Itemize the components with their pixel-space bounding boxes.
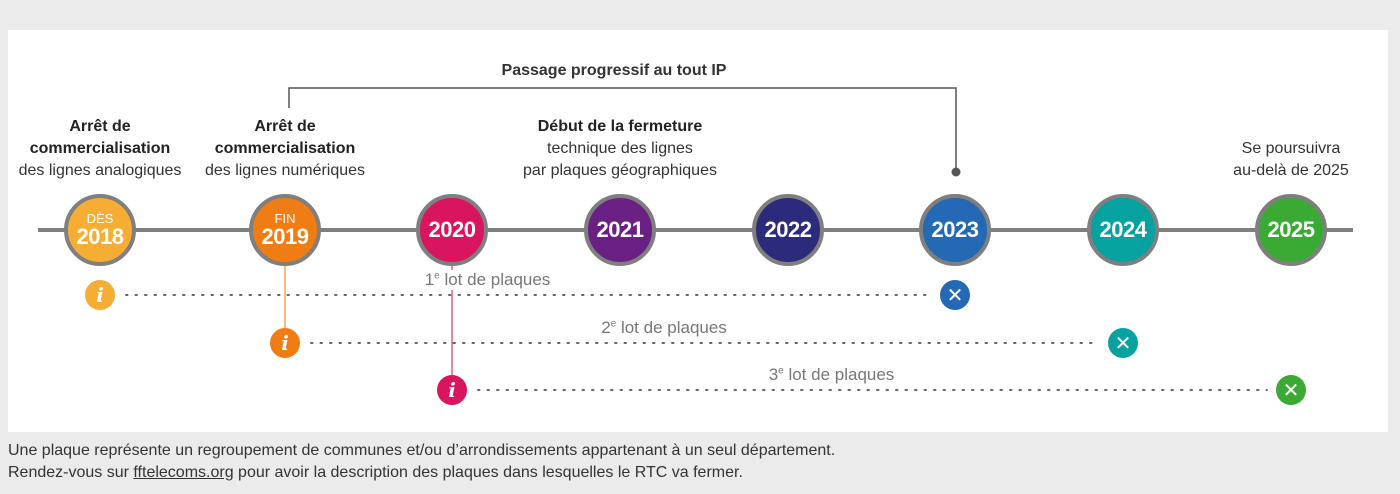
- year-label: 2020: [428, 217, 476, 242]
- year-label: 2025: [1267, 217, 1315, 242]
- footer-line-1: Une plaque représente un regroupement de…: [8, 442, 836, 459]
- info-icon[interactable]: i: [437, 375, 467, 405]
- year-circle-2021: 2021: [584, 194, 656, 266]
- lot-text: lot de plaques: [616, 318, 727, 337]
- lot-ordinal: e: [610, 318, 617, 330]
- event-title-line: Début de la fermeture: [537, 118, 703, 135]
- event-desc-line: technique des lignes: [547, 140, 693, 157]
- year-circle-2023: 2023: [919, 194, 991, 266]
- year-circle-2020: 2020: [416, 194, 488, 266]
- year-circle-2018: DÈS 2018: [64, 194, 136, 266]
- event-desc-line: au-delà de 2025: [1233, 162, 1349, 179]
- lot-text: lot de plaques: [439, 270, 551, 289]
- lot-ordinal: e: [778, 365, 784, 377]
- event-caption-2025: Se poursuivra au-delà de 2025: [1233, 138, 1349, 182]
- lot-number: 3: [768, 365, 779, 384]
- close-icon: ✕: [1108, 328, 1138, 358]
- event-caption-2021: Début de la fermeture technique des ligne…: [523, 116, 717, 182]
- footer-line-2: Rendez-vous sur fftelecoms.org pour avoi…: [8, 462, 835, 484]
- year-circle-2024: 2024: [1087, 194, 1159, 266]
- bracket-end-dot: [951, 167, 961, 177]
- timeline-lines: [38, 87, 1353, 391]
- footer-note: Une plaque représente un regroupement de…: [8, 440, 835, 484]
- lot-number: 1: [424, 270, 435, 289]
- lot-text: lot de plaques: [783, 365, 895, 384]
- year-label: 2021: [596, 217, 644, 242]
- event-desc-line: par plaques géographiques: [523, 162, 717, 179]
- lot-label: 2e lot de plaques: [597, 318, 731, 338]
- year-prefix: FIN: [274, 210, 296, 226]
- event-desc-line: des lignes analogiques: [18, 162, 182, 179]
- event-title-line: commercialisation: [214, 140, 356, 157]
- lot-label: 3e lot de plaques: [764, 365, 899, 385]
- year-circle-2019: FIN 2019: [249, 194, 321, 266]
- close-icon: ✕: [1276, 375, 1306, 405]
- tout-ip-label: Passage progressif au tout IP: [501, 62, 727, 79]
- year-label: 2018: [76, 223, 124, 249]
- event-desc-line: Se poursuivra: [1241, 140, 1341, 157]
- event-title-line: Arrêt de: [254, 118, 316, 135]
- year-label: 2022: [764, 217, 812, 242]
- year-prefix: DÈS: [86, 210, 114, 226]
- event-caption-2019: Arrêt de commercialisation des lignes numé…: [205, 116, 365, 182]
- year-label: 2023: [931, 217, 979, 242]
- footer-text-after: pour avoir la description des plaques da…: [233, 464, 743, 481]
- year-label: 2024: [1099, 217, 1147, 242]
- fftelecoms-link[interactable]: fftelecoms.org: [133, 464, 234, 481]
- timeline-panel: Passage progressif au tout IP DÈS 2018 Arr…: [8, 30, 1388, 432]
- lot-label: 1e lot de plaques: [420, 270, 555, 290]
- lot-number: 2: [601, 318, 611, 337]
- event-desc-line: des lignes numériques: [204, 162, 366, 179]
- close-icon: ✕: [940, 280, 970, 310]
- year-circle-2022: 2022: [752, 194, 824, 266]
- year-circle-2025: 2025: [1255, 194, 1327, 266]
- lot-ordinal: e: [434, 270, 440, 282]
- footer-text-before: Rendez-vous sur: [8, 464, 134, 481]
- info-icon[interactable]: i: [270, 328, 300, 358]
- year-label: 2019: [261, 223, 309, 249]
- tout-ip-bracket: [288, 87, 957, 172]
- event-title-line: Arrêt de: [69, 118, 131, 135]
- event-caption-2018: Arrêt de commercialisation des lignes anal…: [19, 116, 182, 182]
- info-icon[interactable]: i: [85, 280, 115, 310]
- event-title-line: commercialisation: [29, 140, 171, 157]
